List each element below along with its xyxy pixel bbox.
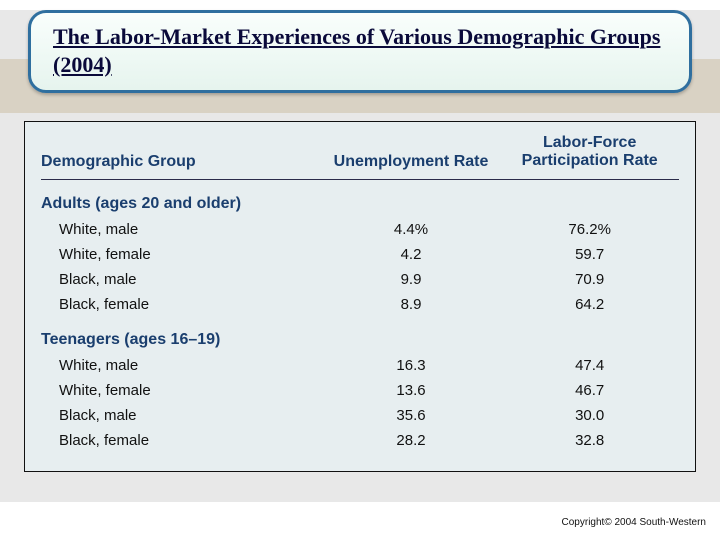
row-unemp: 8.9 — [322, 292, 501, 317]
table-row: White, male 4.4% 76.2% — [41, 217, 679, 242]
table-row: White, female 13.6 46.7 — [41, 378, 679, 403]
table-row: White, female 4.2 59.7 — [41, 242, 679, 267]
section-header: Teenagers (ages 16–19) — [41, 317, 679, 353]
row-unemp: 13.6 — [322, 378, 501, 403]
page-title: The Labor-Market Experiences of Various … — [53, 23, 667, 78]
row-label: White, female — [41, 378, 322, 403]
row-label: Black, male — [41, 403, 322, 428]
table-body: Adults (ages 20 and older) White, male 4… — [41, 179, 679, 453]
row-part: 70.9 — [500, 267, 679, 292]
row-unemp: 16.3 — [322, 353, 501, 378]
row-label: White, male — [41, 217, 322, 242]
row-unemp: 4.2 — [322, 242, 501, 267]
section-header: Adults (ages 20 and older) — [41, 181, 679, 217]
row-label: Black, female — [41, 292, 322, 317]
section-header-row: Teenagers (ages 16–19) — [41, 317, 679, 353]
row-label: White, male — [41, 353, 322, 378]
copyright-text: Copyright© 2004 South-Western — [560, 515, 708, 530]
table-row: White, male 16.3 47.4 — [41, 353, 679, 378]
row-label: Black, male — [41, 267, 322, 292]
row-unemp: 35.6 — [322, 403, 501, 428]
data-table-container: Demographic Group Unemployment Rate Labo… — [24, 121, 696, 472]
col-header-group: Demographic Group — [41, 134, 322, 179]
row-label: White, female — [41, 242, 322, 267]
col-header-part-line2: Participation Rate — [522, 152, 658, 169]
row-unemp: 28.2 — [322, 428, 501, 453]
row-unemp: 4.4% — [322, 217, 501, 242]
row-unemp: 9.9 — [322, 267, 501, 292]
row-label: Black, female — [41, 428, 322, 453]
row-part: 32.8 — [500, 428, 679, 453]
col-header-part: Labor-Force Participation Rate — [500, 134, 679, 179]
table-row: Black, female 28.2 32.8 — [41, 428, 679, 453]
row-part: 46.7 — [500, 378, 679, 403]
title-bar: The Labor-Market Experiences of Various … — [28, 10, 692, 93]
row-part: 64.2 — [500, 292, 679, 317]
table-row: Black, female 8.9 64.2 — [41, 292, 679, 317]
labor-market-table: Demographic Group Unemployment Rate Labo… — [41, 134, 679, 453]
row-part: 59.7 — [500, 242, 679, 267]
row-part: 47.4 — [500, 353, 679, 378]
table-row: Black, male 35.6 30.0 — [41, 403, 679, 428]
col-header-unemp: Unemployment Rate — [322, 134, 501, 179]
top-gap — [0, 0, 720, 10]
table-header: Demographic Group Unemployment Rate Labo… — [41, 134, 679, 179]
row-part: 76.2% — [500, 217, 679, 242]
section-header-row: Adults (ages 20 and older) — [41, 181, 679, 217]
row-part: 30.0 — [500, 403, 679, 428]
col-header-part-line1: Labor-Force — [543, 134, 636, 151]
table-row: Black, male 9.9 70.9 — [41, 267, 679, 292]
